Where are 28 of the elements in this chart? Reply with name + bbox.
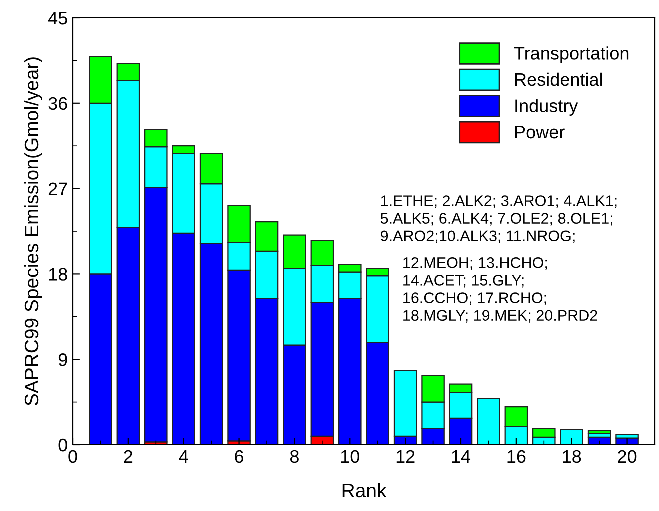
x-tick-label: 16 <box>508 450 526 464</box>
x-tick-label: 8 <box>290 450 299 464</box>
y-tick-label: 36 <box>48 97 68 110</box>
y-axis-title: SAPRC99 Species Emission(Gmol/year) <box>24 58 42 406</box>
x-tick-label: 12 <box>396 450 415 463</box>
x-tick-label: 4 <box>179 450 188 463</box>
legend-label: Industry <box>516 99 578 116</box>
x-tick-label: 0 <box>68 450 78 464</box>
legend-label: Residential <box>515 72 602 86</box>
y-tick-label: 9 <box>58 354 68 366</box>
bar <box>588 430 612 434</box>
y-tick-label: 18 <box>49 268 68 281</box>
x-axis-title: Rank <box>342 483 387 498</box>
x-tick-label: 6 <box>235 450 244 464</box>
x-tick-label: 2 <box>124 450 133 463</box>
legend-label: Transportation <box>514 46 629 64</box>
annotation: 12.MEOH; 13.HCHO; 14.ACET; 15.GLY; 16.CCHO; 17.RCHO; 18.MGLY; 19.MEK; 20.PRD2 <box>404 258 598 323</box>
x-tick-label: 20 <box>618 450 637 464</box>
y-tick-label: 27 <box>48 182 68 196</box>
bar <box>477 398 500 445</box>
y-tick-label: 45 <box>48 12 68 25</box>
x-tick-label: 10 <box>341 450 360 464</box>
y-tick-label: 0 <box>58 438 68 452</box>
x-tick-label: 18 <box>563 450 582 464</box>
bar <box>560 429 584 445</box>
annotation: 1.ETHE; 2.ALK2; 3.ARO1; 4.ALK1; 5.ALK5; 6.ALK4; 7.OLE2; 8.OLE1; 9.ARO2;10.ALK3; 11.NROG; <box>380 196 617 244</box>
x-tick-label: 14 <box>452 450 471 463</box>
legend-label: Power <box>515 126 565 139</box>
